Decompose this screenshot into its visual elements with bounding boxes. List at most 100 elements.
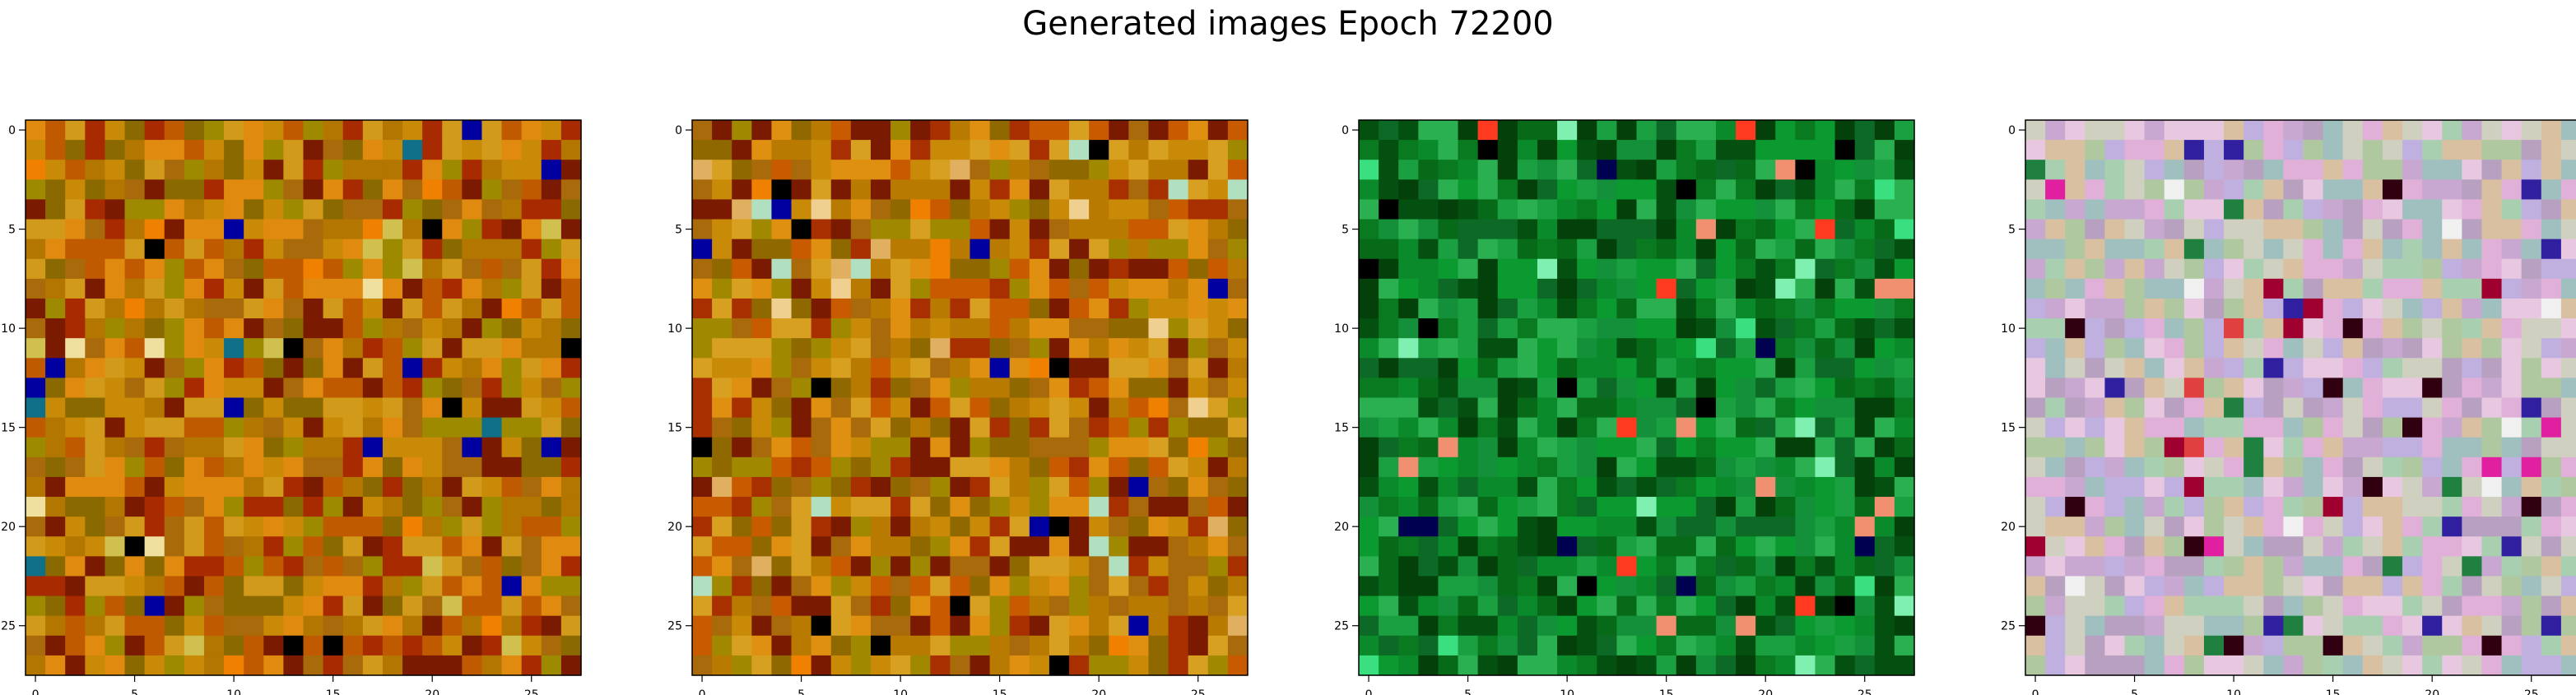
pixel: [342, 595, 364, 617]
pixel: [811, 378, 832, 399]
pixel: [1168, 556, 1189, 577]
pixel: [1148, 417, 1169, 438]
pixel: [402, 160, 423, 180]
pixel: [462, 595, 483, 617]
pixel: [1775, 655, 1796, 676]
pixel: [244, 497, 264, 517]
pixel: [442, 219, 463, 240]
pixel: [1636, 497, 1658, 517]
pixel: [1616, 258, 1638, 280]
pixel: [1207, 476, 1229, 498]
pixel: [1438, 556, 1459, 577]
pixel: [930, 140, 951, 160]
pixel: [2104, 655, 2126, 676]
pixel: [890, 219, 911, 240]
pixel: [1418, 338, 1439, 359]
pixel: [2501, 179, 2523, 201]
pixel: [890, 318, 911, 339]
pixel: [501, 417, 523, 438]
pixel: [850, 576, 872, 597]
pixel: [1676, 120, 1697, 141]
pixel: [1577, 179, 1597, 201]
pixel: [45, 120, 66, 141]
pixel: [870, 298, 891, 319]
pixel: [890, 378, 911, 399]
pixel: [263, 338, 284, 359]
pixel: [2402, 278, 2423, 299]
pixel: [751, 635, 773, 656]
pixel: [1188, 160, 1209, 180]
pixel: [850, 456, 872, 478]
pixel: [2323, 437, 2344, 458]
pixel: [2362, 278, 2383, 299]
pixel: [1874, 417, 1895, 438]
pixel: [65, 338, 86, 359]
pixel: [1537, 476, 1558, 498]
pixel: [1069, 338, 1090, 359]
pixel: [2025, 239, 2046, 260]
pixel: [1227, 140, 1248, 160]
pixel: [2124, 160, 2146, 180]
pixel: [890, 476, 911, 498]
pixel: [989, 140, 1011, 160]
pixel: [2203, 397, 2225, 419]
pixel: [1577, 278, 1597, 299]
pixel: [1359, 160, 1379, 180]
pixel: [1597, 160, 1617, 180]
pixel: [382, 219, 403, 240]
pixel: [1834, 615, 1856, 637]
pixel: [144, 595, 165, 617]
pixel: [850, 635, 872, 656]
pixel: [1874, 298, 1895, 319]
pixel: [2481, 378, 2503, 399]
pixel: [124, 655, 146, 676]
pixel: [164, 417, 185, 438]
pixel: [1736, 318, 1756, 339]
pixel: [2422, 615, 2443, 637]
pixel: [462, 140, 483, 160]
pixel: [1227, 417, 1248, 438]
pixel: [382, 456, 403, 478]
pixel: [85, 219, 106, 240]
pixel: [830, 476, 852, 498]
pixel: [1755, 517, 1776, 537]
pixel: [712, 239, 732, 260]
pixel: [910, 517, 931, 537]
pixel: [1438, 497, 1459, 517]
pixel: [870, 358, 891, 378]
pixel: [2462, 199, 2483, 220]
pixel: [2203, 635, 2225, 656]
pixel: [890, 556, 911, 577]
pixel: [1894, 199, 1915, 220]
pixel: [1188, 655, 1209, 676]
pixel: [2442, 120, 2462, 141]
pixel: [2203, 437, 2225, 458]
pixel: [1029, 615, 1050, 637]
pixel: [2362, 417, 2383, 438]
pixel: [1168, 338, 1189, 359]
pixel: [1656, 338, 1677, 359]
pixel: [521, 615, 542, 637]
pixel: [1557, 140, 1578, 160]
pixel: [870, 635, 891, 656]
pixel: [2442, 239, 2462, 260]
pixel: [2462, 318, 2483, 339]
pixel: [1089, 338, 1109, 359]
pixel: [1458, 179, 1479, 201]
pixel: [1148, 160, 1169, 180]
pixel: [184, 497, 205, 517]
pixel: [2183, 199, 2205, 220]
pixel: [1537, 239, 1558, 260]
pixel: [1049, 655, 1070, 676]
pixel: [850, 199, 872, 220]
pixel: [1379, 140, 1399, 160]
pixel: [422, 318, 443, 339]
pixel: [362, 517, 384, 537]
pixel: [402, 497, 423, 517]
pixel: [560, 517, 582, 537]
pixel: [751, 160, 773, 180]
pixel: [1207, 219, 1229, 240]
pixel: [1636, 318, 1658, 339]
pixel: [1695, 358, 1717, 378]
pixel: [830, 298, 852, 319]
